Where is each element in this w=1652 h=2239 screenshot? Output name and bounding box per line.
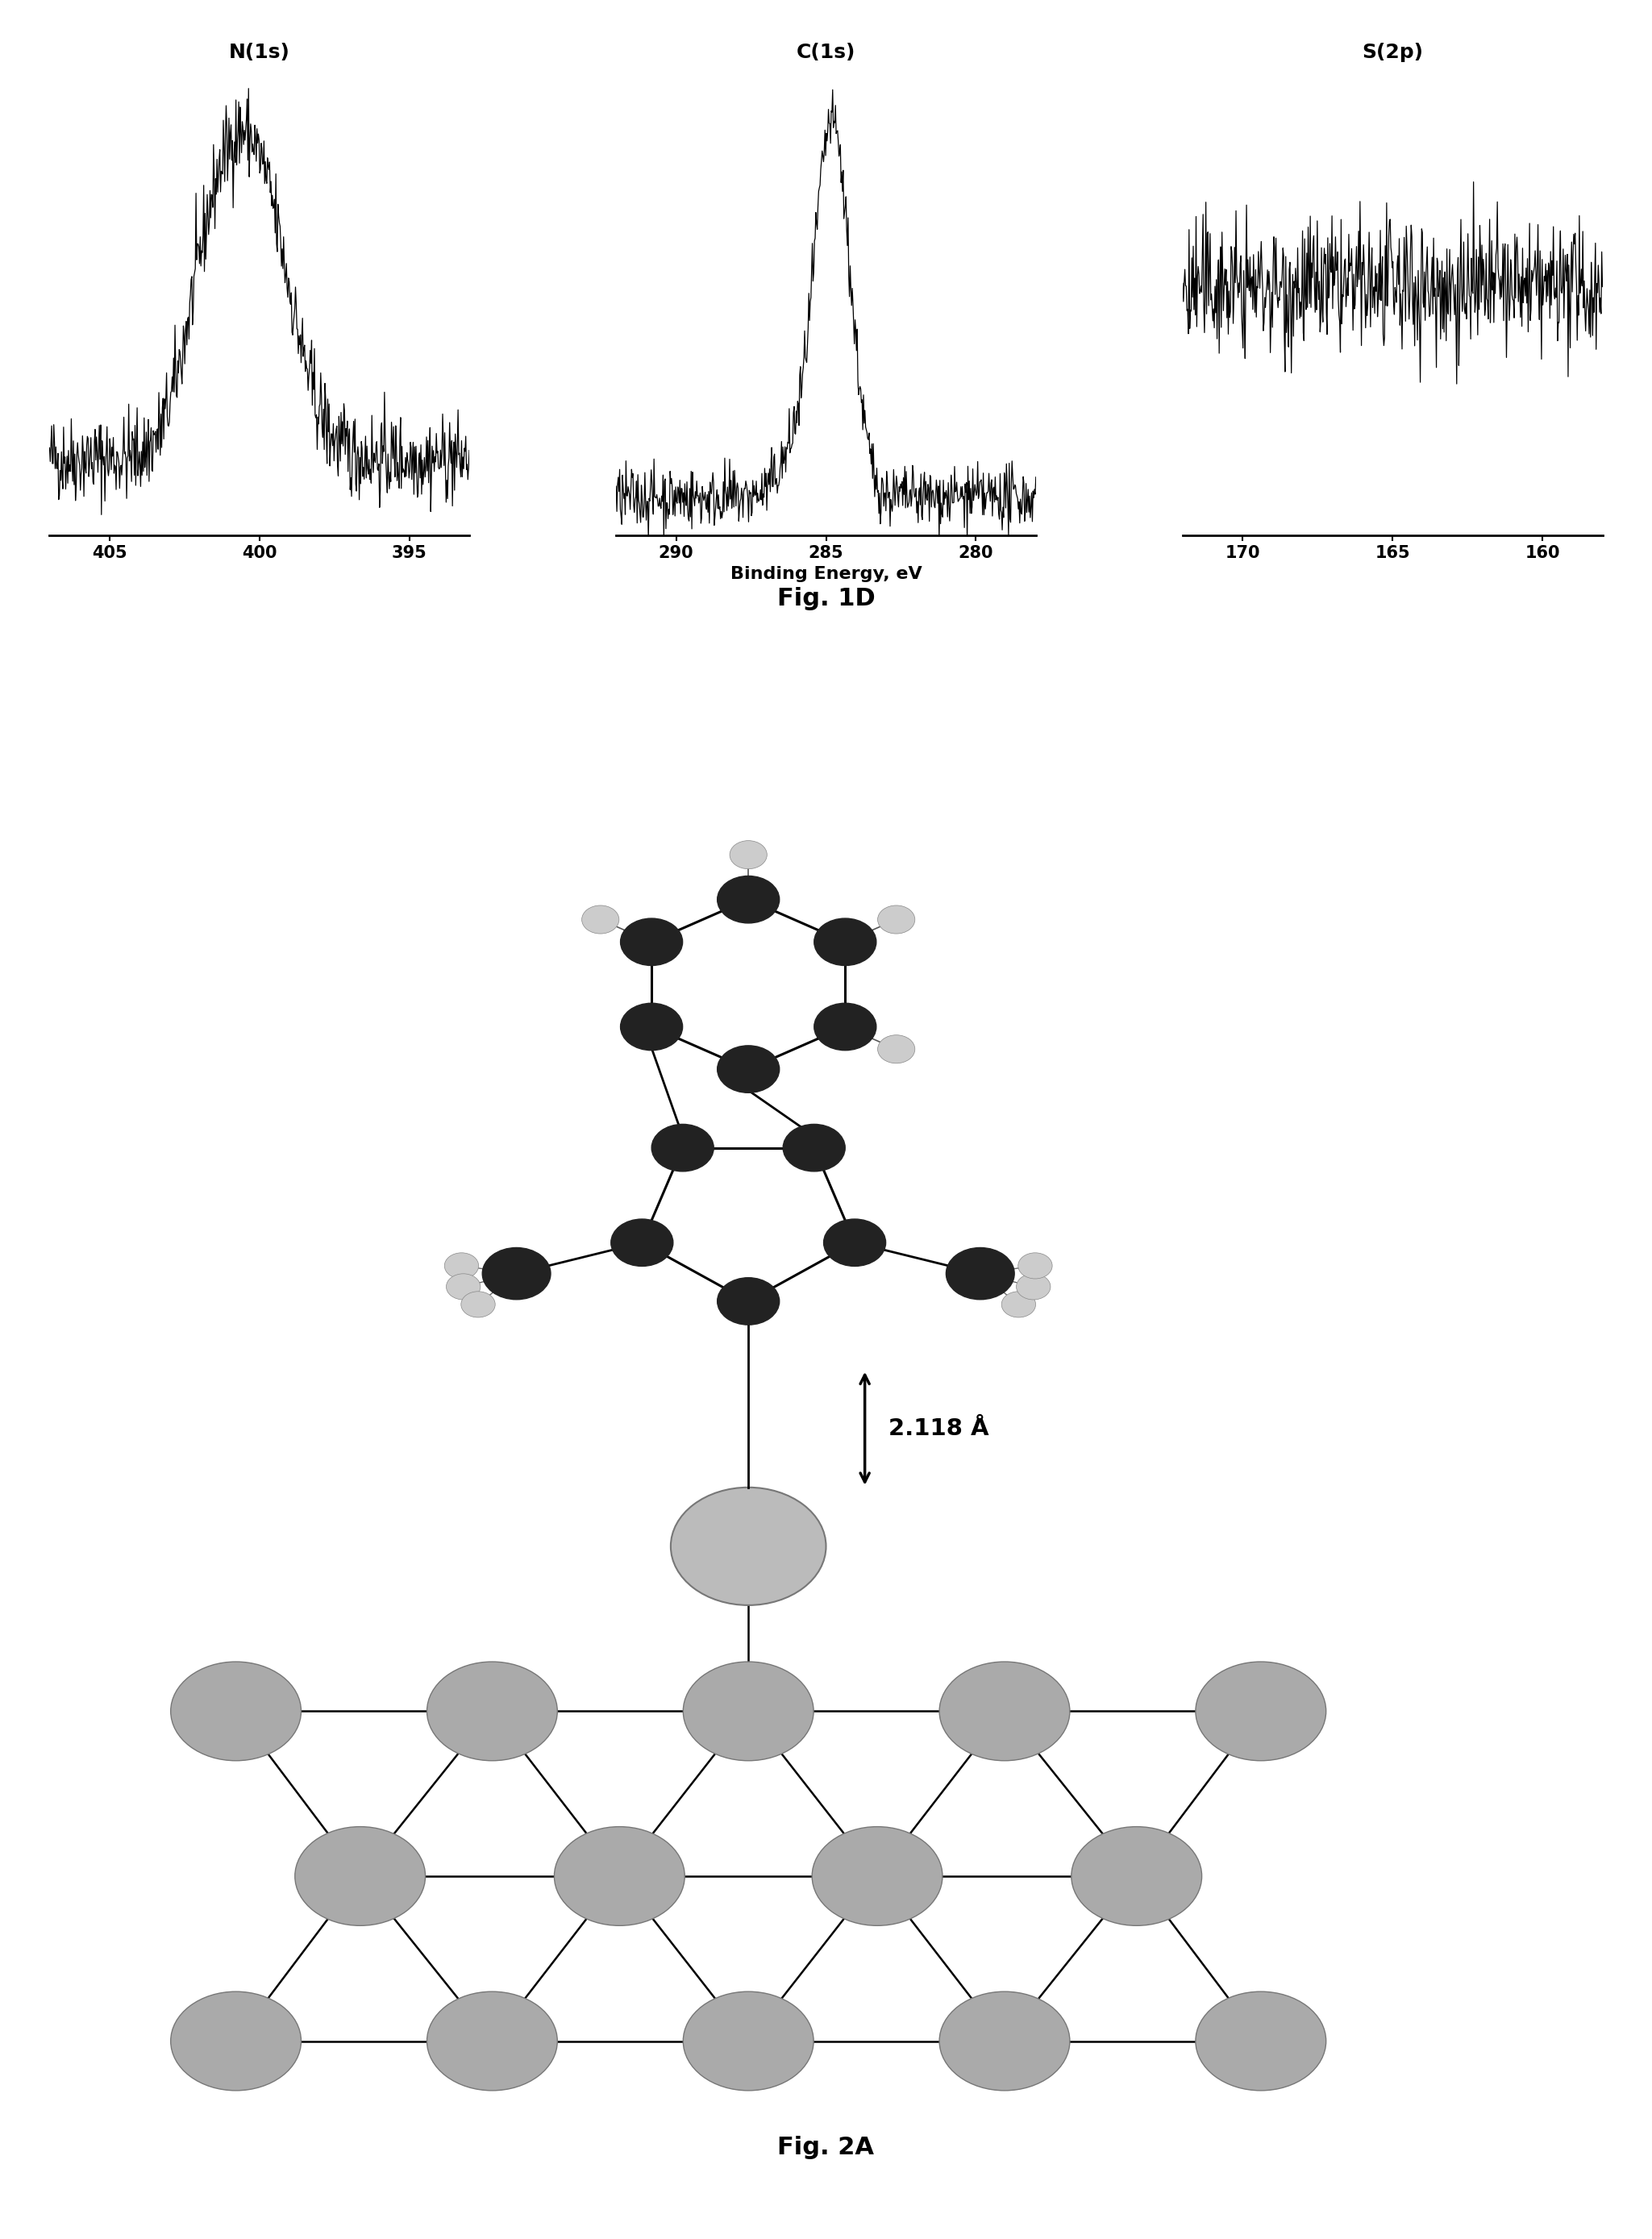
Circle shape [553,1827,684,1926]
Circle shape [426,1661,557,1760]
Circle shape [717,1278,780,1325]
Circle shape [651,1124,714,1171]
Circle shape [684,1661,813,1760]
Circle shape [1072,1827,1201,1926]
Circle shape [446,1274,481,1299]
Title: S(2p): S(2p) [1361,43,1424,63]
Text: 2.118 Å: 2.118 Å [889,1417,988,1440]
Title: N(1s): N(1s) [230,43,291,63]
Circle shape [783,1124,846,1171]
Circle shape [717,1046,780,1093]
Circle shape [426,1993,557,2091]
Circle shape [940,1993,1070,2091]
Circle shape [444,1254,479,1278]
Circle shape [1016,1274,1051,1299]
Circle shape [1001,1292,1036,1317]
Circle shape [621,1003,682,1050]
Circle shape [877,905,915,934]
Circle shape [482,1247,550,1299]
Circle shape [1196,1661,1327,1760]
Circle shape [621,918,682,965]
Circle shape [671,1487,826,1605]
Circle shape [814,1003,876,1050]
X-axis label: Binding Energy, eV: Binding Energy, eV [730,566,922,582]
Title: C(1s): C(1s) [796,43,856,63]
Circle shape [461,1292,496,1317]
Text: Fig. 1D: Fig. 1D [776,587,876,611]
Circle shape [717,875,780,922]
Circle shape [582,905,620,934]
Circle shape [947,1247,1014,1299]
Circle shape [1018,1254,1052,1278]
Circle shape [296,1827,425,1926]
Circle shape [1196,1993,1327,2091]
Text: Fig. 2A: Fig. 2A [778,2136,874,2158]
Circle shape [940,1661,1070,1760]
Circle shape [824,1218,885,1267]
Circle shape [611,1218,672,1267]
Circle shape [813,1827,942,1926]
Circle shape [170,1993,301,2091]
Circle shape [877,1034,915,1064]
Circle shape [814,918,876,965]
Circle shape [684,1993,813,2091]
Circle shape [730,840,767,869]
Circle shape [170,1661,301,1760]
